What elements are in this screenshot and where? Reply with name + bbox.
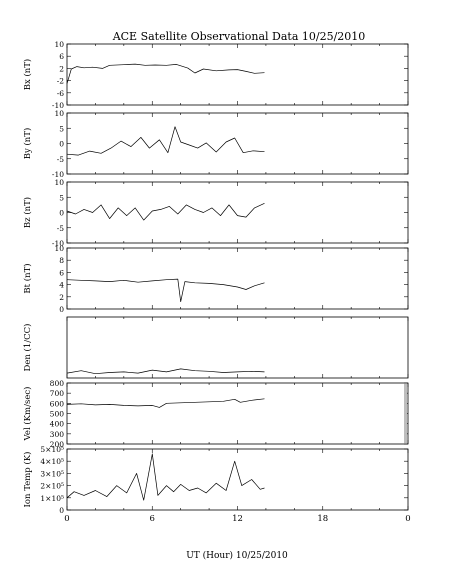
y-tick-label: 0 (59, 506, 64, 515)
y-tick-label: 0 (59, 209, 64, 218)
y-tick-label: 10 (54, 244, 64, 253)
y-tick-label: 0 (59, 305, 64, 314)
y-tick-label: 400 (50, 420, 65, 429)
series-line (66, 63, 265, 84)
y-tick-label: 6 (59, 52, 64, 61)
panel-4: 10 8 6 4 2 0 Bt (nT) (22, 244, 409, 314)
x-tick-label: 0 (405, 514, 410, 524)
y-axis-label: Bz (nT) (22, 197, 33, 228)
y-tick-label: 300 (50, 430, 65, 439)
y-tick-label: 600 (50, 399, 65, 408)
panel-frame (66, 448, 409, 511)
y-axis-label: Bx (nT) (22, 59, 33, 91)
panels-group: 10 6 2 -2 -6 -10 Bx (nT) 10 5 0 -5 -10 By (nT) 10 5 0 -5… (22, 40, 411, 524)
y-tick-label: 4 (59, 281, 64, 290)
panel-frame (66, 382, 409, 445)
y-tick-label: 10 (54, 40, 64, 49)
y-tick-label: -2 (57, 77, 65, 86)
panel-frame (66, 43, 409, 106)
chart-title: ACE Satellite Observational Data 10/25/2… (112, 30, 366, 43)
y-tick-label: -10 (52, 239, 64, 248)
y-tick-label: -6 (57, 89, 65, 98)
series-line (66, 453, 265, 501)
y-tick-label: 200 (50, 440, 65, 449)
series-line (66, 126, 265, 156)
panel-frame (66, 181, 409, 244)
series-line (66, 368, 265, 375)
y-tick-label: 2 (59, 64, 64, 73)
y-tick-label: 0 (59, 140, 64, 149)
y-tick-label: 5×10⁵ (40, 445, 64, 454)
y-tick-label: 700 (50, 389, 65, 398)
data-gap-strip (404, 384, 407, 443)
y-tick-label: 5 (59, 124, 64, 133)
x-tick-label: 0 (64, 514, 69, 524)
panel-frame (66, 247, 409, 310)
y-tick-label: -10 (52, 170, 64, 179)
y-tick-label: 500 (50, 410, 65, 419)
y-tick-label: 4×10⁵ (40, 457, 64, 466)
y-tick-label: -10 (52, 101, 64, 110)
y-axis-label: Ion Temp (K) (22, 452, 33, 508)
y-tick-label: 1×10⁵ (40, 494, 64, 503)
x-axis-label: UT (Hour) 10/25/2010 (186, 550, 288, 561)
y-tick-label: 6 (59, 268, 64, 277)
panel-frame (66, 316, 409, 379)
x-tick-label: 6 (150, 514, 155, 524)
y-tick-label: 5 (59, 193, 64, 202)
y-axis-label: Bt (nT) (22, 263, 33, 293)
panel-2: 10 5 0 -5 -10 By (nT) (22, 109, 409, 179)
y-tick-label: 2×10⁵ (40, 482, 64, 491)
panel-1: 10 6 2 -2 -6 -10 Bx (nT) (22, 40, 409, 110)
panel-5: Den (1/CC) (22, 316, 409, 379)
panel-7: 5×10⁵ 4×10⁵ 3×10⁵ 2×10⁵ 1×10⁵ 0 Ion Temp (K) (22, 445, 409, 515)
y-tick-label: 10 (54, 178, 64, 187)
y-tick-label: 800 (50, 379, 65, 388)
y-axis-label: Den (1/CC) (22, 324, 33, 372)
y-tick-label: 10 (54, 109, 64, 118)
y-axis-label: By (nT) (22, 128, 33, 160)
y-tick-label: -5 (57, 155, 65, 164)
y-tick-label: 2 (59, 293, 64, 302)
panel-3: 10 5 0 -5 -10 Bz (nT) (22, 178, 409, 248)
y-tick-label: 3×10⁵ (40, 469, 64, 478)
x-tick-label: 12 (232, 514, 243, 524)
x-tick-label: 18 (317, 514, 328, 524)
y-axis-label: Vel (Km/sec) (22, 387, 33, 442)
series-line (66, 278, 265, 303)
y-tick-label: -5 (57, 224, 65, 233)
y-tick-label: 8 (59, 256, 64, 265)
series-line (66, 202, 265, 221)
series-line (66, 398, 265, 408)
